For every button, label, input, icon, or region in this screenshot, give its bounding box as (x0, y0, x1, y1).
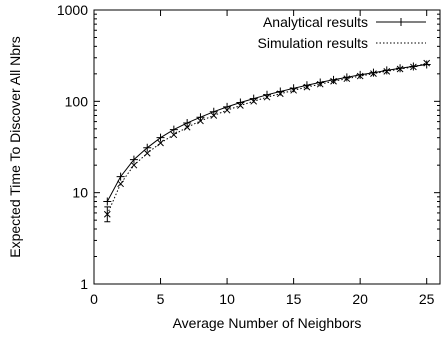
data-point-1 (210, 112, 218, 119)
series-line-0 (106, 64, 427, 202)
data-point-1 (183, 123, 191, 131)
legend-label-analytical: Analytical results (263, 14, 368, 30)
legend-label-simulation: Simulation results (258, 35, 369, 51)
series-layer (103, 59, 431, 223)
data-point-0 (129, 155, 138, 164)
data-point-1 (290, 86, 297, 94)
data-point-0 (342, 73, 351, 82)
data-point-1 (343, 75, 351, 83)
x-tick-label: 5 (157, 291, 165, 307)
data-point-1 (263, 93, 271, 101)
y-tick-label: 10 (72, 185, 88, 201)
x-tick-label: 10 (219, 291, 235, 307)
x-tick-label: 0 (90, 291, 98, 307)
data-point-1 (170, 131, 178, 139)
data-point-0 (316, 78, 325, 87)
data-point-1 (303, 83, 311, 91)
data-point-1 (356, 72, 364, 80)
data-point-1 (117, 180, 124, 188)
data-point-1 (157, 139, 164, 147)
data-point-0 (169, 125, 178, 134)
y-tick-label: 100 (65, 93, 89, 109)
data-point-0 (422, 60, 431, 69)
data-point-1 (250, 97, 258, 105)
data-point-0 (302, 81, 311, 90)
data-point-1 (423, 59, 431, 67)
x-tick-label: 15 (286, 291, 302, 307)
data-point-1 (316, 80, 324, 88)
legend-marker-analytical (397, 18, 405, 26)
x-tick-label: 25 (419, 291, 435, 307)
data-point-0 (356, 70, 365, 79)
data-point-0 (209, 107, 218, 116)
data-point-1 (330, 77, 337, 85)
y-tick-label: 1000 (57, 2, 88, 18)
data-point-0 (143, 143, 152, 152)
x-tick-label: 20 (352, 291, 368, 307)
data-point-1 (370, 70, 377, 77)
data-point-0 (103, 197, 112, 206)
y-axis: 1 10 100 1000 (57, 2, 440, 292)
data-point-1 (410, 63, 417, 71)
data-point-0 (116, 172, 125, 181)
error-bar (104, 206, 111, 223)
data-point-1 (143, 149, 151, 157)
data-point-1 (197, 117, 204, 125)
data-point-1 (396, 65, 404, 73)
data-point-1 (383, 67, 391, 75)
data-point-1 (223, 106, 231, 114)
legend: Analytical results Simulation results (258, 14, 426, 51)
data-point-1 (130, 161, 138, 169)
data-point-0 (183, 118, 192, 127)
data-point-1 (276, 90, 284, 98)
data-point-0 (156, 133, 165, 142)
y-axis-label: Expected Time To Discover All Nbrs (7, 36, 23, 258)
data-point-0 (196, 113, 205, 122)
plot-frame (93, 9, 441, 285)
series-line-1 (106, 62, 427, 215)
y-tick-label: 1 (80, 276, 88, 292)
data-point-1 (237, 102, 244, 109)
x-axis: 0 5 10 15 20 25 (90, 10, 435, 307)
data-point-0 (329, 75, 338, 84)
x-axis-label: Average Number of Neighbors (173, 315, 362, 331)
